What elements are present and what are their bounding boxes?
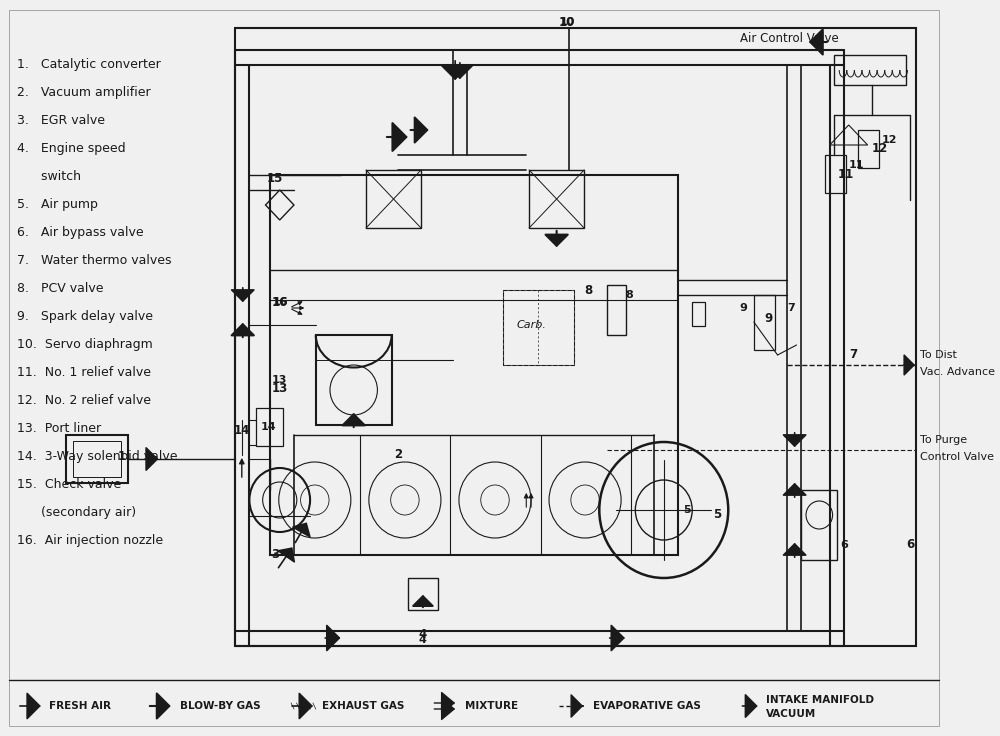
Bar	[754, 295, 775, 350]
Bar	[503, 290, 574, 365]
Text: 8: 8	[584, 283, 592, 297]
Text: Control Valve: Control Valve	[920, 452, 994, 462]
Text: 16: 16	[272, 295, 288, 308]
Text: 10: 10	[559, 15, 575, 29]
Text: 12: 12	[872, 141, 888, 155]
Text: INTAKE MANIFOLD: INTAKE MANIFOLD	[766, 695, 874, 705]
Bar	[607, 285, 626, 335]
Text: 3.   EGR valve: 3. EGR valve	[17, 114, 105, 127]
Text: Vac. Advance: Vac. Advance	[920, 367, 995, 377]
Text: 6: 6	[840, 540, 848, 550]
Text: Carb.: Carb.	[517, 320, 547, 330]
Bar	[270, 175, 678, 555]
Text: switch: switch	[17, 170, 81, 183]
Text: 14: 14	[261, 422, 276, 432]
Text: To Purge: To Purge	[920, 435, 967, 445]
Text: 13: 13	[272, 381, 288, 394]
Text: (secondary air): (secondary air)	[17, 506, 136, 519]
Text: To Dist: To Dist	[920, 350, 957, 360]
Text: 9: 9	[764, 311, 772, 325]
Text: 1: 1	[117, 450, 125, 464]
Text: 11: 11	[849, 160, 864, 170]
Text: 14: 14	[234, 423, 250, 436]
Text: 8.   PCV valve: 8. PCV valve	[17, 282, 104, 295]
Text: FRESH AIR: FRESH AIR	[49, 701, 111, 711]
Text: 4: 4	[419, 629, 427, 642]
Text: MIXTURE: MIXTURE	[465, 701, 518, 711]
Bar	[503, 290, 574, 365]
Bar	[73, 441, 121, 477]
Text: 1.   Catalytic converter: 1. Catalytic converter	[17, 58, 161, 71]
Bar	[529, 170, 584, 228]
Text: 13: 13	[272, 375, 287, 385]
Text: 8: 8	[626, 290, 634, 300]
Bar	[408, 578, 438, 610]
Text: Air Control Valve: Air Control Valve	[740, 32, 838, 44]
Bar	[366, 170, 421, 228]
Bar	[256, 408, 283, 446]
Text: 11.  No. 1 relief valve: 11. No. 1 relief valve	[17, 366, 151, 379]
Text: 9: 9	[740, 303, 748, 313]
Text: 5: 5	[683, 505, 690, 515]
Text: 9.   Spark delay valve: 9. Spark delay valve	[17, 310, 153, 323]
Text: 7.   Water thermo valves: 7. Water thermo valves	[17, 254, 172, 267]
Bar	[235, 28, 916, 646]
Text: 4.   Engine speed: 4. Engine speed	[17, 142, 126, 155]
Text: 15: 15	[267, 171, 283, 185]
Text: 12: 12	[882, 135, 897, 145]
Bar	[801, 490, 837, 560]
Bar	[66, 435, 128, 483]
Text: 5: 5	[713, 509, 721, 522]
Text: EXHAUST GAS: EXHAUST GAS	[322, 701, 405, 711]
Text: BLOW-BY GAS: BLOW-BY GAS	[180, 701, 261, 711]
Bar	[834, 55, 906, 85]
Bar	[858, 130, 879, 168]
Text: 10.  Servo diaphragm: 10. Servo diaphragm	[17, 338, 153, 351]
Text: 15.  Check valve: 15. Check valve	[17, 478, 121, 491]
Text: 12.  No. 2 relief valve: 12. No. 2 relief valve	[17, 394, 151, 407]
Text: 10: 10	[559, 17, 575, 27]
Bar	[692, 302, 705, 326]
Text: 13.  Port liner: 13. Port liner	[17, 422, 101, 435]
Text: 11: 11	[838, 169, 854, 182]
Text: VACUUM: VACUUM	[766, 709, 816, 719]
Text: EVAPORATIVE GAS: EVAPORATIVE GAS	[593, 701, 701, 711]
Text: 6.   Air bypass valve: 6. Air bypass valve	[17, 226, 144, 239]
Text: 2.   Vacuum amplifier: 2. Vacuum amplifier	[17, 86, 151, 99]
Text: 2: 2	[394, 448, 402, 461]
Text: 16: 16	[273, 297, 288, 307]
Text: 5.   Air pump: 5. Air pump	[17, 198, 98, 211]
Text: 16.  Air injection nozzle: 16. Air injection nozzle	[17, 534, 163, 547]
Text: 7: 7	[787, 303, 795, 313]
Text: 7: 7	[849, 349, 857, 361]
Text: 3: 3	[271, 548, 279, 562]
Text: 14.  3-Way solenoid valve: 14. 3-Way solenoid valve	[17, 450, 178, 463]
Text: 6: 6	[906, 539, 914, 551]
Bar	[825, 155, 846, 193]
Text: 4: 4	[419, 635, 427, 645]
Bar	[316, 335, 392, 425]
